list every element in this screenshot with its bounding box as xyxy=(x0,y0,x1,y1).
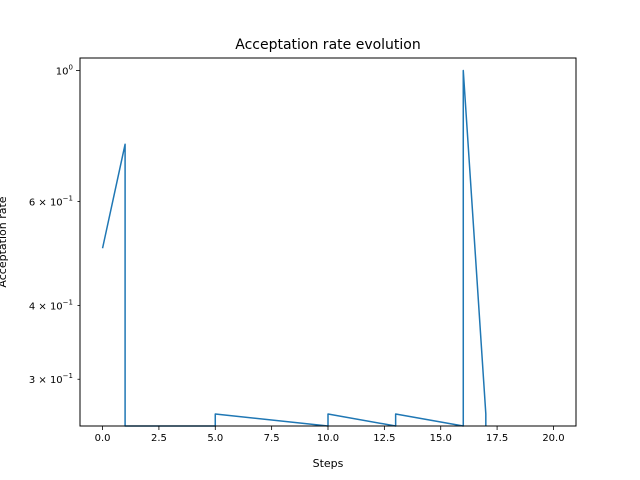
x-tick-label: 10.0 xyxy=(317,433,339,444)
y-tick-label: 100 xyxy=(56,64,73,78)
x-tick-label: 17.5 xyxy=(486,433,508,444)
x-axis: 0.0 2.5 5.0 7.5 10.0 12.5 15.0 17.5 20.0 xyxy=(95,426,565,444)
x-tick-label: 12.5 xyxy=(373,433,395,444)
y-tick-label: 4 × 10−1 xyxy=(29,298,73,312)
x-tick-label: 5.0 xyxy=(207,433,223,444)
y-axis-label: Acceptation rate xyxy=(0,196,9,287)
x-axis-label: Steps xyxy=(313,457,344,470)
plot-area xyxy=(101,69,487,427)
chart-title: Acceptation rate evolution xyxy=(235,37,421,53)
series-line-0 xyxy=(101,69,487,427)
axes-frame xyxy=(79,57,577,427)
x-tick-label: 0.0 xyxy=(95,433,111,444)
x-tick-label: 20.0 xyxy=(542,433,564,444)
x-tick-label: 15.0 xyxy=(430,433,452,444)
y-tick-label: 3 × 10−1 xyxy=(29,372,73,386)
x-tick-label: 7.5 xyxy=(264,433,280,444)
x-tick-label: 2.5 xyxy=(151,433,167,444)
y-tick-label: 6 × 10−1 xyxy=(29,195,73,209)
y-axis: 100 6 × 10−1 4 × 10−1 3 × 10−1 xyxy=(29,64,80,386)
